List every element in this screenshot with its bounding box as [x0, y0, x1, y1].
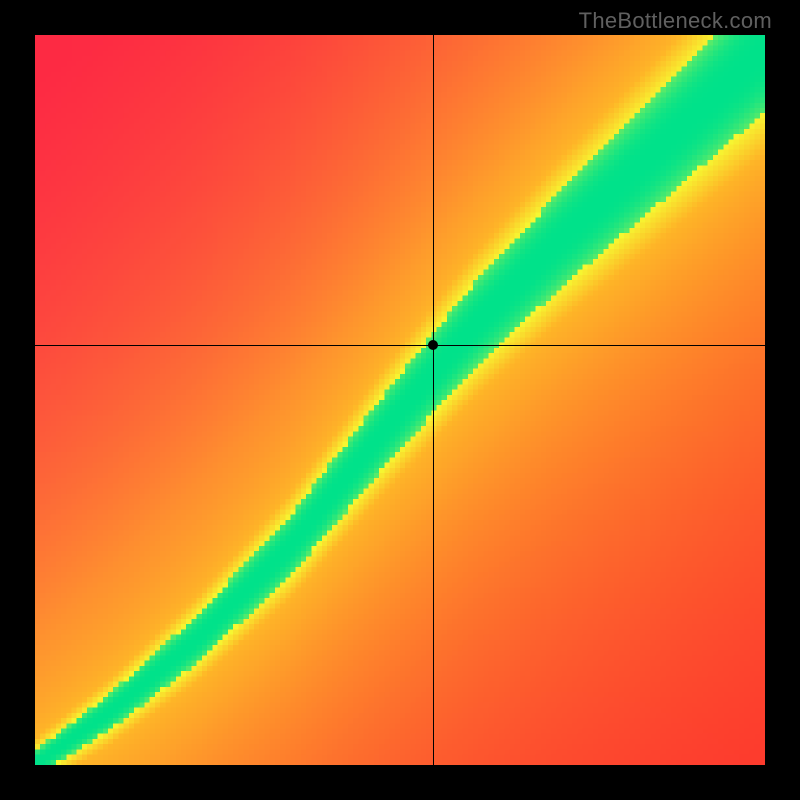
heatmap-canvas: [35, 35, 765, 765]
watermark-text: TheBottleneck.com: [579, 8, 772, 34]
crosshair-horizontal: [35, 345, 765, 346]
chart-container: TheBottleneck.com: [0, 0, 800, 800]
plot-area: [35, 35, 765, 765]
crosshair-vertical: [433, 35, 434, 765]
crosshair-marker: [428, 340, 438, 350]
